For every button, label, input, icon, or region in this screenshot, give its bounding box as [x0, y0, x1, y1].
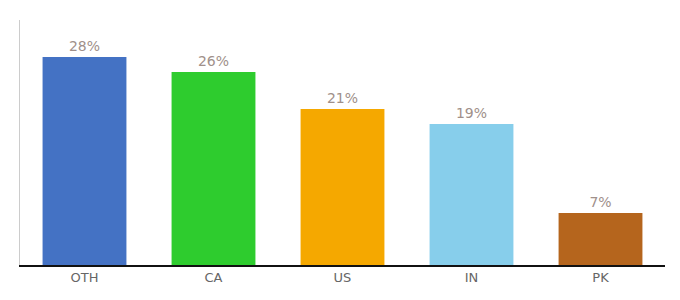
svg-text:28%: 28%: [69, 38, 100, 54]
svg-text:PK: PK: [592, 270, 609, 285]
svg-text:OTH: OTH: [71, 270, 99, 285]
svg-text:19%: 19%: [456, 105, 487, 121]
svg-text:CA: CA: [205, 270, 223, 285]
svg-text:US: US: [334, 270, 352, 285]
svg-text:21%: 21%: [327, 90, 358, 106]
svg-text:26%: 26%: [198, 53, 229, 69]
svg-text:7%: 7%: [589, 194, 611, 210]
svg-text:IN: IN: [465, 270, 479, 285]
